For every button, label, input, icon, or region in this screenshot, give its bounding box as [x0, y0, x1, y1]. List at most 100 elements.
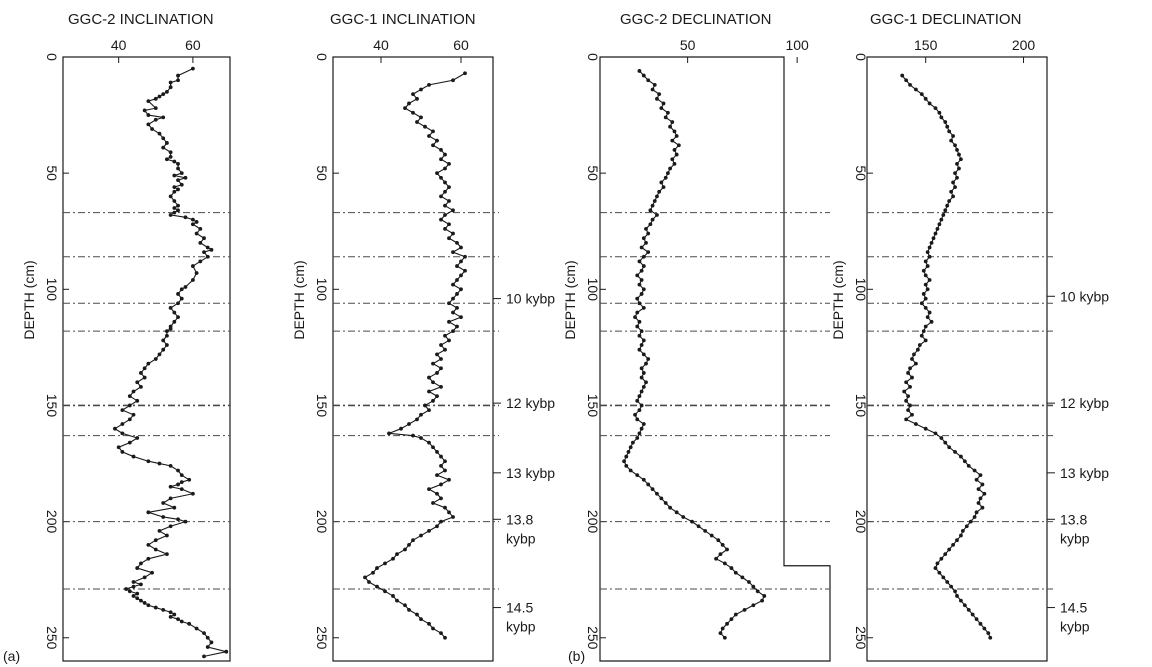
data-point	[142, 575, 147, 580]
data-point	[451, 329, 455, 334]
data-point	[639, 366, 644, 371]
data-point	[375, 566, 379, 570]
data-point	[447, 222, 451, 227]
data-point	[668, 166, 672, 171]
data-point	[906, 371, 910, 375]
data-point	[124, 587, 128, 591]
data-point	[970, 612, 975, 617]
age-label: 14.5	[506, 600, 533, 616]
data-point	[947, 547, 952, 552]
data-point	[172, 206, 177, 210]
data-point	[720, 542, 725, 547]
data-point	[168, 85, 173, 90]
data-point	[964, 524, 969, 529]
data-point	[637, 394, 642, 399]
data-point	[427, 375, 431, 380]
data-point	[953, 185, 957, 189]
data-point	[641, 73, 646, 78]
data-point	[157, 461, 162, 466]
y-axis-label: DEPTH (cm)	[291, 260, 307, 339]
data-point	[709, 533, 714, 538]
data-point	[443, 227, 447, 231]
data-point	[176, 292, 180, 296]
data-point	[435, 171, 439, 176]
data-point	[659, 180, 664, 185]
data-point	[176, 617, 180, 622]
age-label: 13 kybp	[1060, 465, 1109, 481]
data-point	[978, 496, 983, 501]
data-point	[153, 547, 158, 552]
data-point	[641, 236, 646, 241]
data-point	[161, 92, 166, 97]
data-point	[639, 426, 644, 431]
data-point	[451, 208, 455, 213]
data-point	[443, 180, 447, 185]
x-tick-label: 40	[111, 37, 127, 53]
data-point	[176, 301, 180, 306]
y-tick-label: 100	[853, 278, 869, 302]
data-point	[639, 245, 644, 250]
data-point	[953, 171, 957, 176]
data-point	[729, 617, 734, 622]
data-point	[427, 82, 431, 87]
data-point	[635, 296, 640, 301]
data-point	[921, 329, 926, 334]
data-point	[172, 159, 177, 164]
data-point	[639, 389, 644, 394]
data-point	[443, 459, 447, 464]
data-point	[135, 596, 140, 601]
data-point	[198, 227, 203, 231]
data-point	[198, 240, 203, 245]
data-point	[648, 208, 653, 213]
data-point	[455, 292, 459, 296]
data-point	[165, 89, 169, 94]
age-label: 14.5	[1060, 600, 1087, 616]
data-point	[179, 287, 184, 292]
data-point	[641, 477, 646, 482]
data-point	[403, 603, 407, 608]
data-point	[933, 566, 938, 570]
data-point	[153, 538, 158, 543]
data-point	[431, 445, 435, 450]
data-point	[644, 380, 648, 385]
data-point	[459, 273, 463, 278]
data-point	[672, 148, 677, 152]
data-point	[146, 99, 151, 104]
data-point	[949, 138, 954, 143]
data-point	[978, 473, 983, 478]
data-point	[637, 69, 642, 73]
data-point	[202, 236, 206, 241]
data-point	[655, 491, 659, 496]
data-point	[447, 161, 451, 166]
data-point	[383, 561, 387, 566]
data-point	[955, 175, 959, 180]
data-point	[205, 645, 210, 649]
data-point	[925, 315, 930, 320]
data-point	[641, 352, 646, 357]
data-point	[951, 180, 955, 185]
data-point	[941, 213, 946, 217]
data-point	[176, 187, 180, 192]
data-point	[635, 417, 640, 422]
data-point	[146, 542, 151, 547]
data-point	[762, 594, 767, 598]
data-point	[157, 131, 162, 136]
data-point	[142, 601, 147, 605]
data-point	[943, 208, 948, 213]
data-point	[635, 398, 640, 403]
data-point	[161, 115, 166, 120]
y-tick-label: 0	[44, 53, 60, 61]
data-point	[153, 106, 158, 111]
data-point	[957, 166, 961, 171]
data-point	[435, 473, 439, 478]
data-point	[459, 315, 463, 320]
data-point	[120, 450, 125, 454]
data-point	[187, 477, 192, 482]
data-point	[139, 582, 143, 587]
data-point	[646, 357, 651, 361]
data-point	[670, 120, 675, 124]
data-point	[635, 310, 640, 315]
data-point	[435, 371, 439, 375]
data-point	[908, 82, 912, 87]
data-point	[718, 552, 723, 557]
